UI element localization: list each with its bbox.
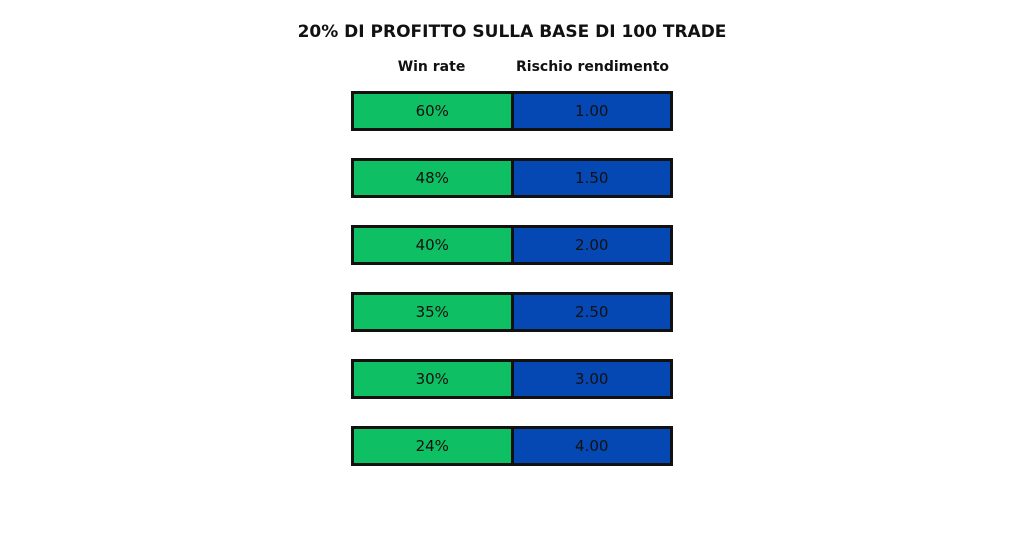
risk-reward-cell: 1.50 bbox=[513, 161, 670, 195]
risk-reward-cell: 3.00 bbox=[513, 362, 670, 396]
win-rate-cell: 60% bbox=[354, 94, 514, 128]
table-row: 35% 2.50 bbox=[351, 292, 673, 332]
column-header: Win rate bbox=[397, 59, 466, 75]
table-row: 48% 1.50 bbox=[351, 158, 673, 198]
title: 20% DI PROFITTO SULLA BASE DI 100 TRADE bbox=[297, 22, 727, 42]
win-rate-cell: 48% bbox=[354, 161, 514, 195]
table-row: 24% 4.00 bbox=[351, 426, 673, 466]
table-row: 60% 1.00 bbox=[351, 91, 673, 131]
column-header: Rischio rendimento bbox=[515, 59, 669, 75]
risk-reward-cell: 2.50 bbox=[513, 295, 670, 329]
risk-reward-cell: 4.00 bbox=[513, 429, 670, 463]
table-row: 40% 2.00 bbox=[351, 225, 673, 265]
risk-reward-cell: 1.00 bbox=[513, 94, 670, 128]
win-rate-cell: 40% bbox=[354, 228, 514, 262]
risk-reward-cell: 2.00 bbox=[513, 228, 670, 262]
win-rate-cell: 30% bbox=[354, 362, 514, 396]
win-rate-cell: 35% bbox=[354, 295, 514, 329]
table-row: 30% 3.00 bbox=[351, 359, 673, 399]
win-rate-cell: 24% bbox=[354, 429, 514, 463]
